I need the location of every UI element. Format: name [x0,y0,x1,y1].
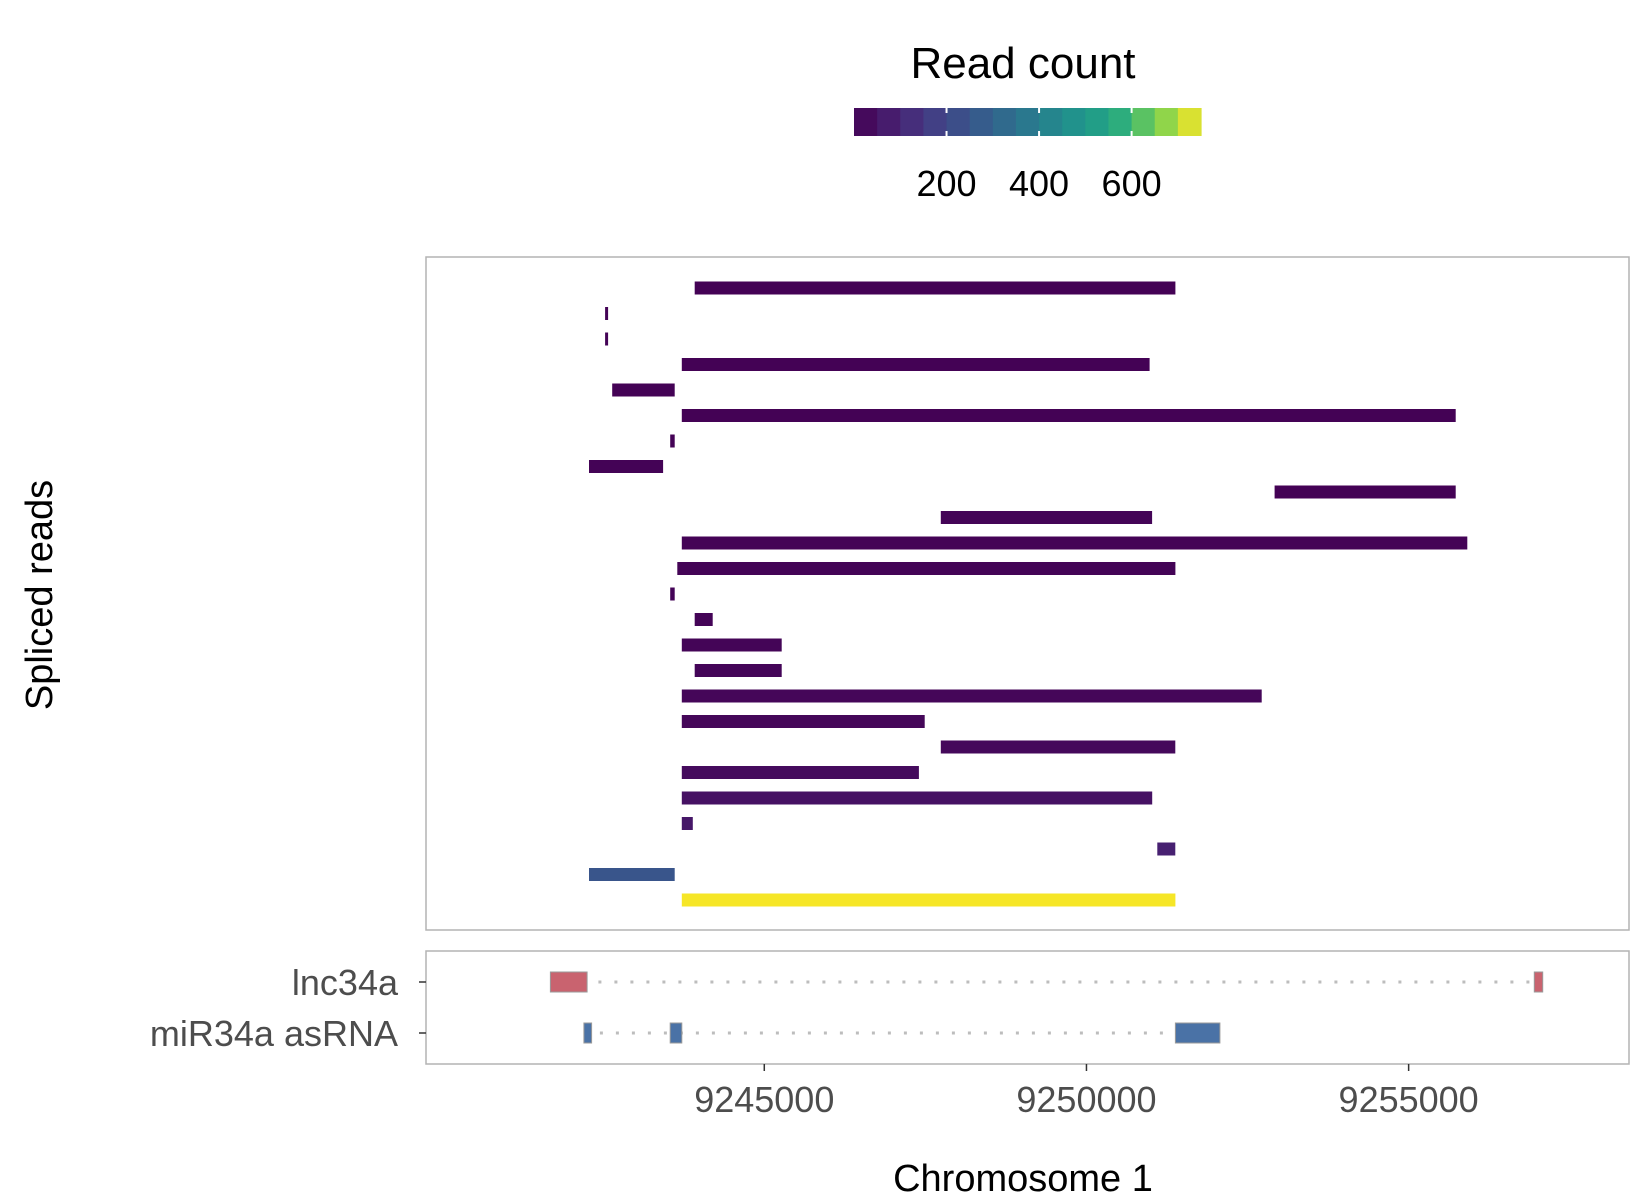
read-bar [1157,842,1176,856]
x-tick-label: 9245000 [694,1079,834,1120]
read-bar [681,766,919,779]
legend-color-step [1062,108,1086,136]
legend-color-step [1015,108,1040,136]
read-bar [681,536,1468,550]
transcript-label: lnc34a [292,962,399,1003]
read-bar [677,562,1176,575]
legend-color-step [877,108,901,136]
legend-color-step [1154,108,1179,136]
reads-panel [425,256,1630,931]
annotation-panel: lnc34a miR34a asRNA [150,950,1630,1065]
read-bar [681,358,1150,371]
legend-title: Read count [910,39,1135,88]
read-bar [670,434,675,448]
legend: Read count 200 400 600 [854,39,1202,204]
read-bar [681,689,1262,703]
legend-tick-label: 200 [916,163,976,204]
exon-block [583,1022,593,1044]
read-bar [589,460,664,473]
read-bar [681,638,782,652]
reads-layer [589,281,1468,907]
exon-block [669,1022,683,1044]
legend-ticks: 200 400 600 [916,108,1162,204]
legend-color-step [854,108,878,136]
exon-block [1174,1022,1221,1044]
legend-tick-label: 600 [1102,163,1162,204]
legend-color-step [900,108,924,136]
read-bar [681,817,693,830]
read-bar [612,383,675,397]
legend-color-step [992,108,1017,136]
x-tick-label: 9250000 [1016,1079,1156,1120]
read-bar [681,715,925,728]
exon-block [549,971,588,993]
legend-color-step [946,108,971,136]
legend-tick-label: 400 [1009,163,1069,204]
exon-block [1533,971,1544,993]
reads-panel-frame [425,256,1630,931]
read-bar [681,409,1456,422]
read-bar [681,893,1176,907]
legend-color-step [1039,108,1063,136]
x-axis: 9245000 9250000 9255000 [694,1064,1479,1120]
read-bar [605,307,609,320]
annotation-layer [549,971,1544,1044]
read-bar [1274,485,1456,499]
annotation-labels: lnc34a miR34a asRNA [150,962,426,1054]
annotation-panel-frame [425,950,1630,1065]
x-tick-label: 9255000 [1339,1079,1479,1120]
read-bar [589,868,675,881]
legend-color-step [969,108,994,136]
reads-y-axis-title: Spliced reads [19,480,61,710]
read-bar [670,587,675,601]
legend-color-step [923,108,948,136]
read-bar [694,613,713,626]
x-axis-title: Chromosome 1 [893,1158,1153,1200]
read-bar [940,511,1153,524]
legend-colorbar [854,108,1202,136]
legend-color-step [1085,108,1110,136]
read-bar [681,791,1153,805]
transcript-label: miR34a asRNA [150,1013,398,1054]
read-bar [694,281,1176,295]
legend-color-step [1131,108,1156,136]
legend-color-step [1108,108,1133,136]
read-bar [694,664,782,677]
read-bar [605,332,609,346]
read-bar [940,740,1176,754]
legend-color-step [1177,108,1202,136]
